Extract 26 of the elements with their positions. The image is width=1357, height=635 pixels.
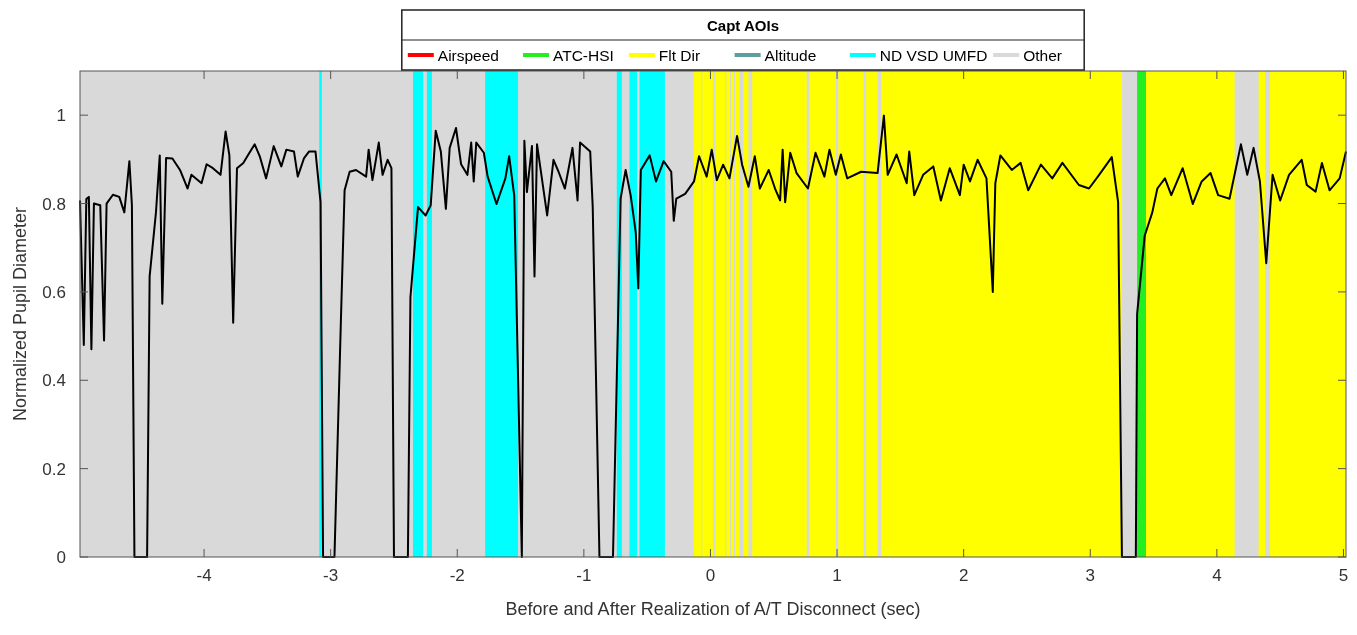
x-tick-label: 2	[958, 566, 969, 585]
y-tick-label: 0.8	[42, 194, 66, 214]
legend-label: Other	[1023, 47, 1062, 64]
x-tick-label: 3	[1085, 566, 1095, 585]
legend-label: Flt Dir	[658, 47, 701, 64]
x-tick-label: -2	[449, 566, 465, 585]
y-tick-label: 0	[56, 548, 66, 567]
y-tick-label: 0.6	[42, 282, 66, 302]
x-tick-label: 5	[1338, 566, 1349, 585]
legend-label: Altitude	[764, 47, 817, 64]
x-tick-label: -4	[196, 566, 212, 585]
legend-label: Airspeed	[437, 47, 499, 64]
line-series	[79, 114, 1347, 558]
legend-label: ND VSD UMFD	[879, 47, 988, 64]
x-tick-label: -1	[576, 566, 592, 585]
x-tick-label: 0	[705, 566, 716, 585]
y-tick-label: 1	[56, 106, 66, 126]
x-tick-label: -3	[323, 566, 339, 585]
y-tick-label: 0.4	[42, 371, 66, 391]
x-tick-label: 4	[1212, 566, 1222, 585]
legend-title: Capt AOIs	[707, 17, 779, 34]
y-axis-title: Normalized Pupil Diameter	[10, 206, 30, 422]
legend-label: ATC-HSI	[553, 47, 614, 64]
y-tick-label: 0.2	[42, 459, 66, 479]
x-tick-label: 1	[832, 566, 842, 585]
x-axis-title: Before and After Realization of A/T Disconnect (sec)	[505, 599, 921, 619]
